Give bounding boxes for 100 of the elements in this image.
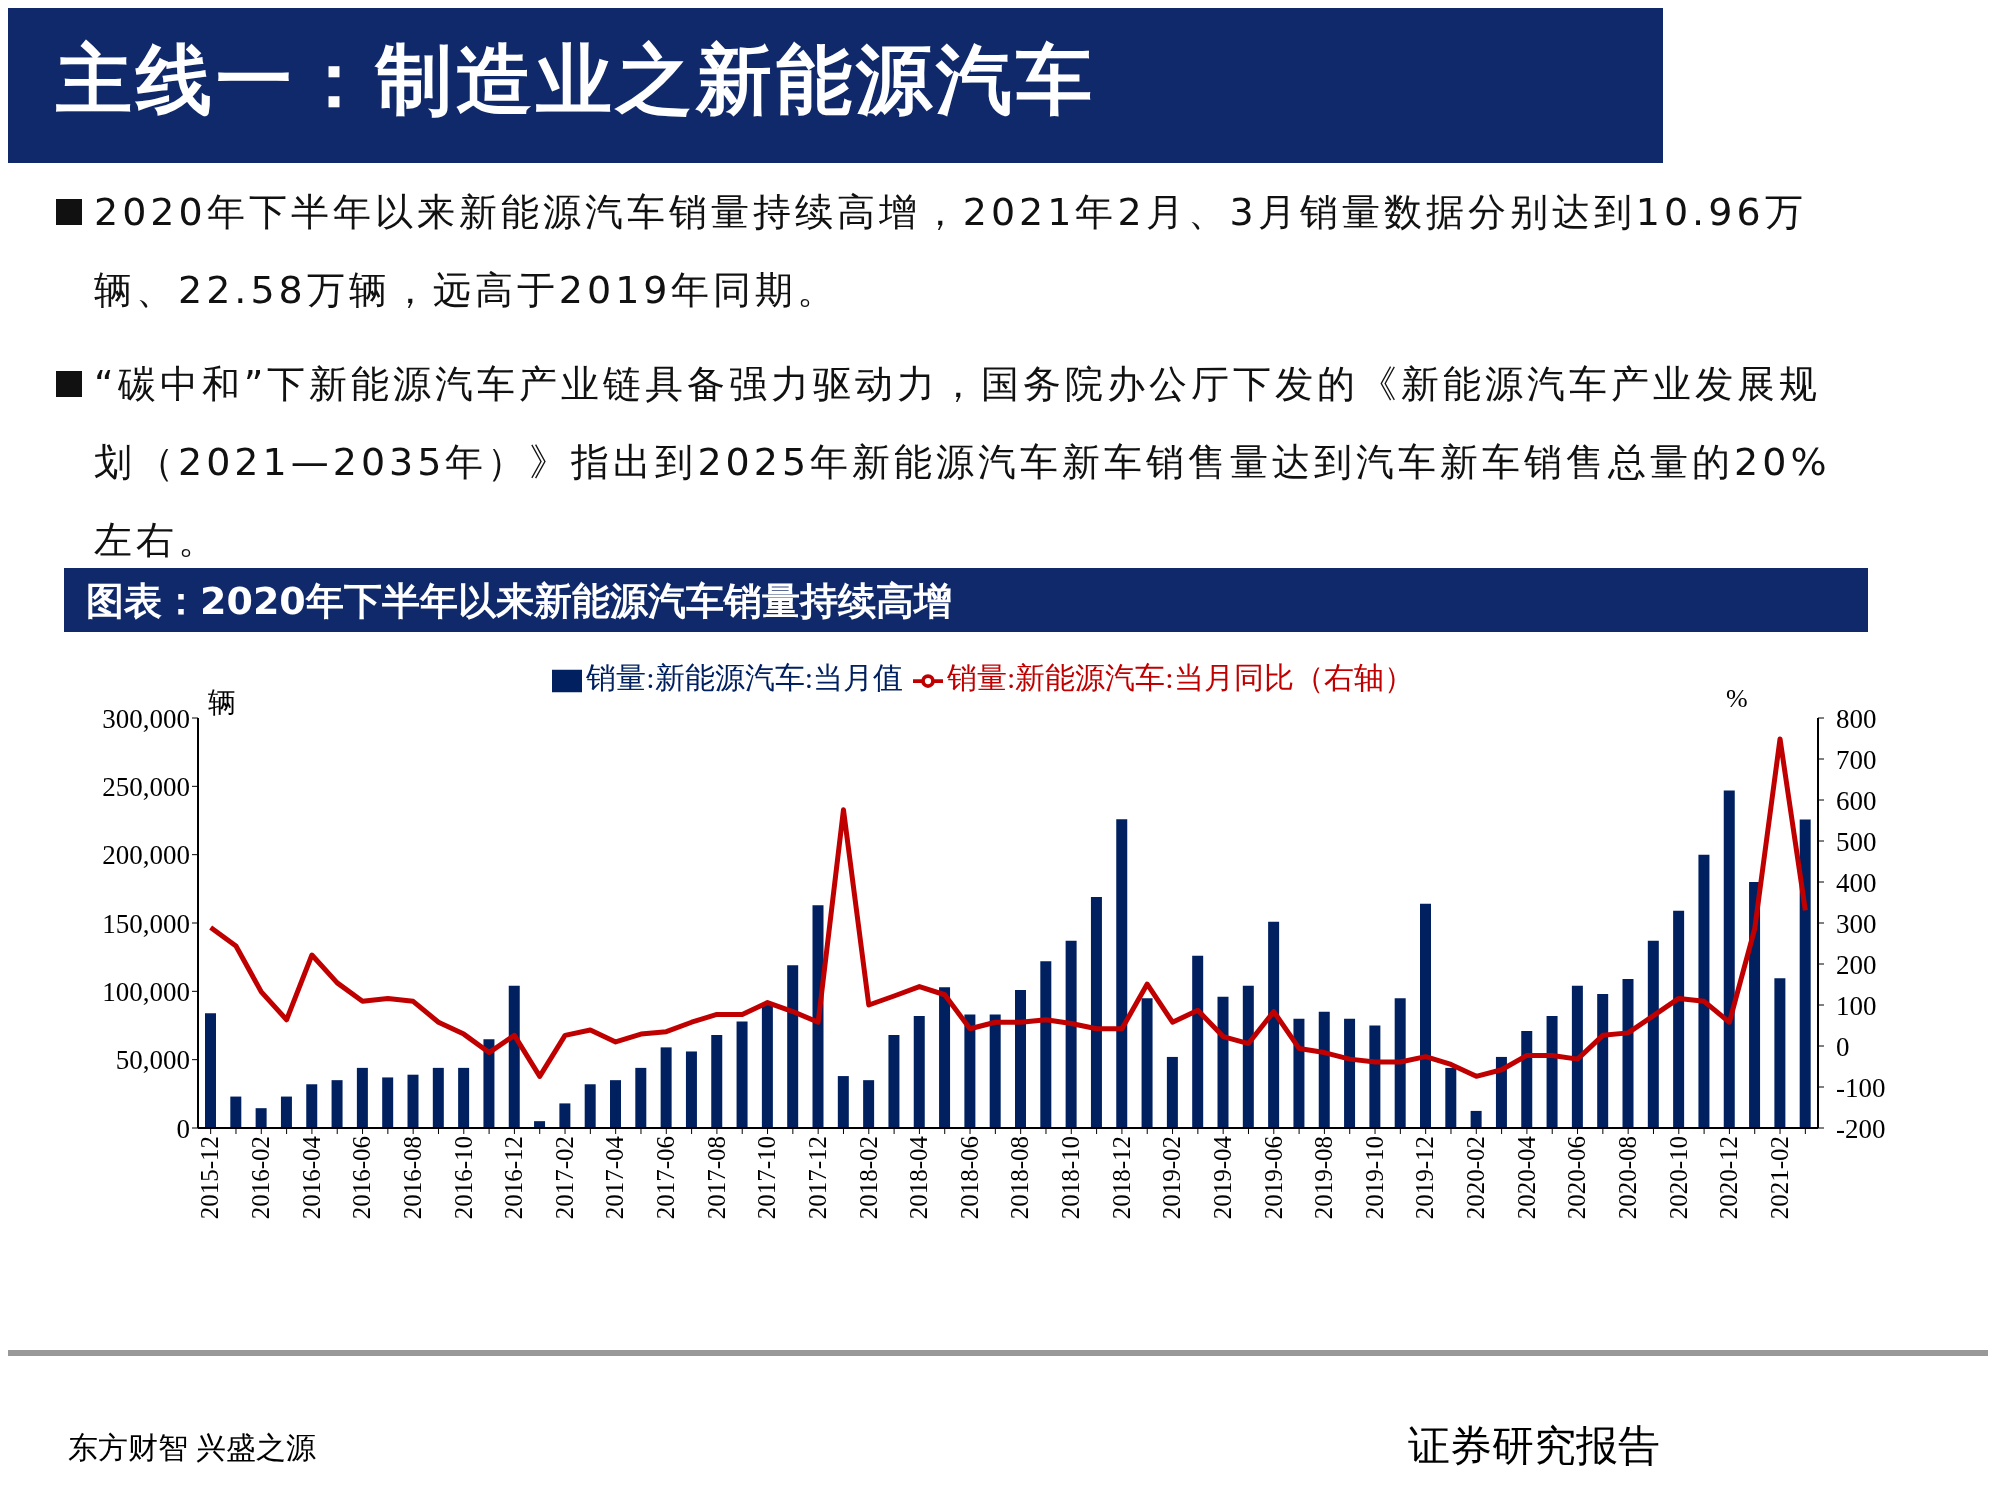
x-tick-label: 2020-06	[1563, 1136, 1591, 1220]
bar	[1521, 1030, 1533, 1128]
bar	[1445, 1067, 1457, 1128]
bar	[635, 1067, 647, 1128]
x-tick-label: 2020-10	[1664, 1136, 1692, 1220]
y2-tick-label: -100	[1836, 1072, 1886, 1103]
x-tick-label: 2018-08	[1006, 1136, 1034, 1220]
x-tick-label: 2020-12	[1715, 1136, 1743, 1220]
bar	[1420, 903, 1431, 1128]
bar	[1723, 790, 1735, 1128]
bar	[1495, 1056, 1507, 1128]
x-tick-label: 2018-04	[905, 1135, 933, 1220]
bar	[1394, 998, 1406, 1128]
bar	[458, 1067, 470, 1128]
y-tick-label: 300,000	[102, 703, 190, 734]
x-tick-label: 2019-04	[1208, 1135, 1236, 1220]
bar	[1647, 940, 1659, 1128]
bar	[432, 1067, 444, 1128]
bar	[1217, 996, 1229, 1128]
text: “碳中和”下新能源汽车产业链具备强力驱动力，国务院办公厅下发的《新能源汽车产业发展规划（2021—2035年）》指出到2025年新能源汽车新车销售量达到汽车新车销售总量的20%左右。	[94, 361, 1832, 564]
x-tick-label: 2017-12	[803, 1136, 831, 1220]
bar	[1470, 1110, 1482, 1128]
bar	[1318, 1011, 1330, 1128]
bar	[382, 1077, 394, 1128]
bar	[1065, 940, 1077, 1128]
bar	[407, 1074, 419, 1128]
y2-tick-label: 600	[1836, 785, 1877, 816]
bar	[1774, 978, 1786, 1128]
bar	[1622, 979, 1634, 1128]
y2-tick-label: 100	[1836, 990, 1877, 1021]
bar	[964, 1014, 976, 1128]
bar	[1192, 955, 1204, 1128]
x-tick-label: 2018-02	[854, 1136, 882, 1220]
bar	[1090, 897, 1102, 1128]
bar	[1268, 921, 1280, 1128]
y2-tick-label: -200	[1836, 1113, 1886, 1144]
bar	[1293, 1018, 1305, 1128]
legend-label: 销量:新能源汽车:当月值	[586, 661, 903, 694]
bar	[306, 1084, 318, 1128]
bar	[1571, 985, 1583, 1128]
y-tick-label: 100,000	[102, 976, 190, 1007]
y2-tick-label: 700	[1836, 744, 1877, 775]
x-tick-label: 2020-02	[1462, 1136, 1490, 1220]
bar	[1040, 961, 1052, 1128]
x-tick-label: 2019-12	[1411, 1136, 1439, 1220]
y-tick-label: 50,000	[115, 1045, 190, 1076]
bar	[736, 1021, 748, 1128]
y2-tick-label: 500	[1836, 826, 1877, 857]
x-tick-label: 2019-10	[1360, 1136, 1388, 1220]
bar	[610, 1080, 621, 1128]
x-tick-label: 2016-02	[247, 1136, 275, 1220]
bar	[888, 1035, 900, 1128]
bar	[1546, 1015, 1558, 1128]
bar	[483, 1039, 495, 1128]
chart-title: 主线一：制造业之新能源汽车	[56, 34, 1096, 126]
x-tick-label: 2018-06	[955, 1136, 983, 1220]
bar	[1242, 985, 1254, 1128]
bar	[1141, 998, 1153, 1128]
x-tick-label: 2019-06	[1259, 1136, 1287, 1220]
chart-subtitle: 图表：2020年下半年以来新能源汽车销量持续高增	[86, 578, 952, 625]
y-tick-label: 200,000	[102, 840, 190, 871]
text: 东方财智 兴盛之源	[68, 1430, 316, 1466]
bar	[711, 1035, 723, 1128]
y2-tick-label: 200	[1836, 949, 1877, 980]
bar	[1799, 819, 1811, 1128]
x-tick-label: 2017-06	[652, 1136, 680, 1220]
x-tick-label: 2017-10	[753, 1136, 781, 1220]
x-tick-label: 2016-10	[449, 1136, 477, 1220]
y2-tick-label: 400	[1836, 867, 1877, 898]
bar	[837, 1076, 849, 1128]
x-tick-label: 2018-10	[1057, 1136, 1085, 1220]
bar	[989, 1014, 1001, 1128]
bar	[787, 965, 799, 1128]
bar	[331, 1080, 343, 1128]
bar	[584, 1084, 596, 1128]
x-tick-label: 2019-02	[1158, 1136, 1186, 1220]
text: 2020年下半年以来新能源汽车销量持续高增，2021年2月、3月销量数据分别达到10.96万辆、22.58万辆，远高于2019年同期。	[94, 189, 1808, 314]
bar	[280, 1096, 292, 1128]
x-tick-label: 2016-08	[398, 1136, 426, 1220]
x-tick-label: 2017-04	[601, 1135, 629, 1220]
x-tick-label: 2017-02	[550, 1136, 578, 1220]
x-tick-label: 2019-08	[1310, 1136, 1338, 1220]
bar	[559, 1103, 571, 1128]
bar	[913, 1015, 925, 1128]
bar	[205, 1013, 216, 1128]
y-axis-title: 辆	[208, 686, 236, 720]
bar	[863, 1080, 875, 1128]
x-tick-label: 2020-08	[1613, 1136, 1641, 1220]
x-tick-label: 2016-12	[500, 1136, 528, 1220]
bar	[255, 1108, 267, 1128]
bar	[1698, 854, 1710, 1128]
bar	[1673, 910, 1685, 1128]
bar	[230, 1096, 242, 1128]
x-tick-label: 2017-08	[702, 1136, 730, 1220]
y2-tick-label: 800	[1836, 703, 1877, 734]
bar	[356, 1067, 368, 1128]
y-tick-label: 0	[176, 1113, 190, 1144]
bar	[508, 985, 520, 1128]
bar	[939, 987, 951, 1128]
x-tick-label: 2018-12	[1107, 1136, 1135, 1220]
